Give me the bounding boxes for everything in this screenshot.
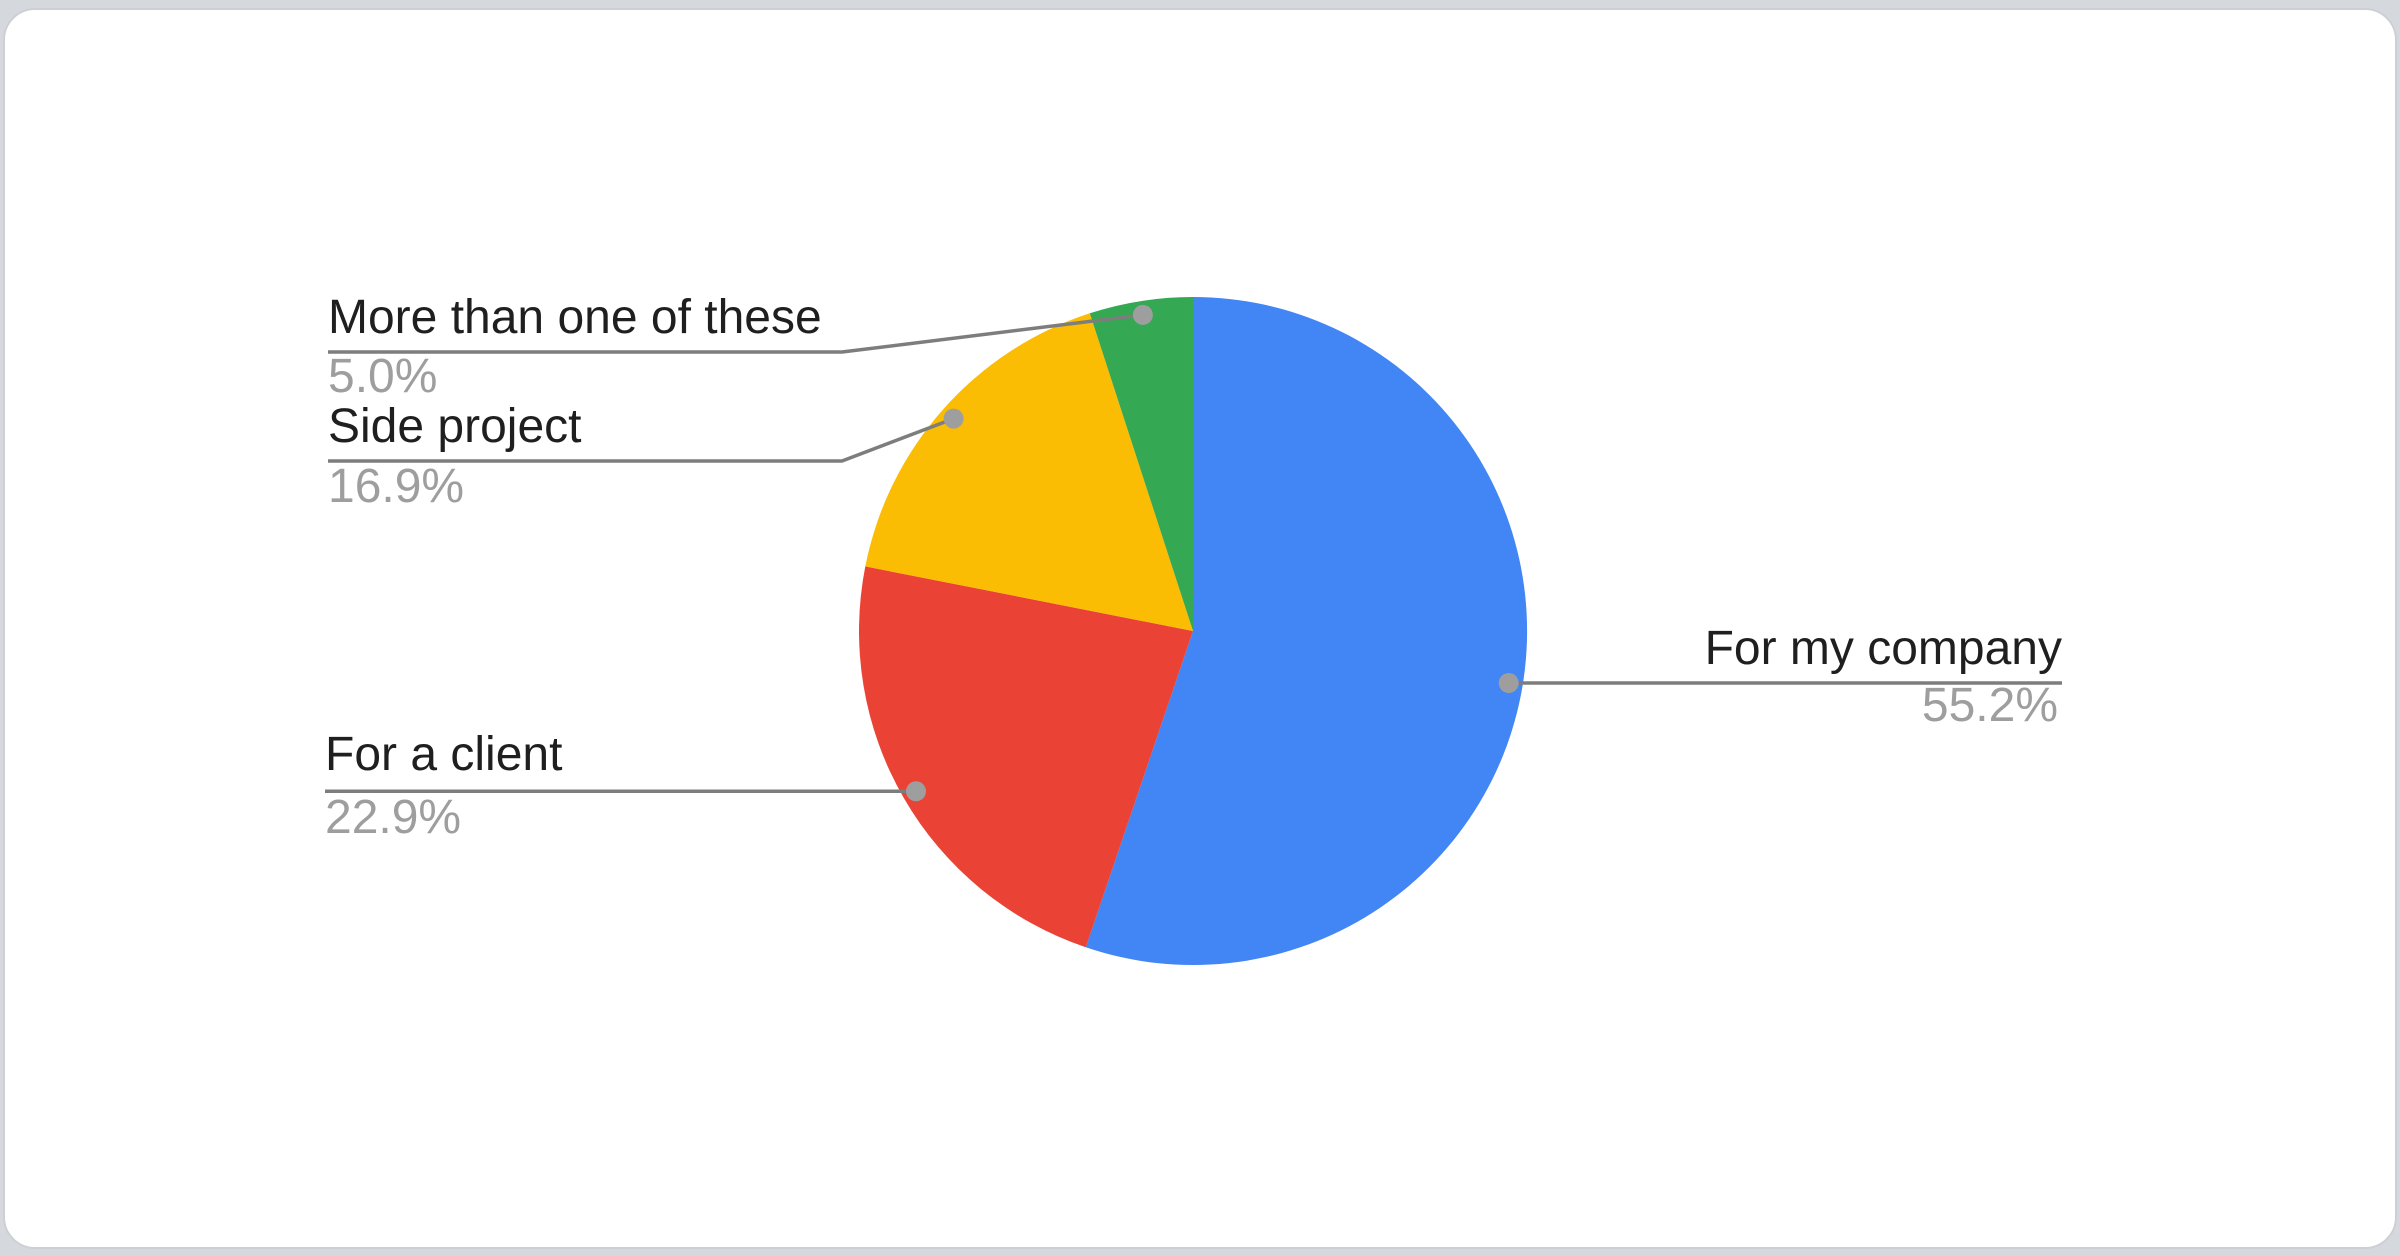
slice-percent-for-a-client: 22.9%: [325, 791, 462, 844]
slice-label-side-project: Side project: [328, 400, 582, 453]
slice-label-more-than-one-of-these: More than one of these: [328, 291, 822, 344]
slice-label-for-a-client: For a client: [325, 728, 563, 781]
slice-label-for-my-company: For my company: [1704, 622, 2062, 675]
pie-slices-group: [858, 296, 1528, 965]
leader-line-more-than-one-of-these: [328, 313, 1144, 354]
slice-percent-for-my-company: 55.2%: [1921, 679, 2058, 732]
callout-dots-group: [906, 304, 1519, 802]
callout-dot-for-a-client: [906, 781, 926, 802]
pie-slice-side-project[interactable]: [865, 313, 1193, 631]
pie-slice-for-a-client[interactable]: [858, 566, 1193, 948]
leader-line-side-project: [328, 416, 955, 463]
callout-dot-side-project: [943, 408, 964, 429]
leader-lines-group: [325, 313, 2062, 794]
pie-slice-more-than-one-of-these[interactable]: [1089, 296, 1193, 631]
slice-percent-side-project: 16.9%: [328, 460, 465, 513]
pie-slice-for-my-company[interactable]: [1085, 296, 1528, 965]
slice-percent-more-than-one-of-these: 5.0%: [328, 350, 438, 403]
callout-dot-for-my-company: [1498, 673, 1519, 693]
callout-dot-more-than-one-of-these: [1132, 304, 1153, 325]
